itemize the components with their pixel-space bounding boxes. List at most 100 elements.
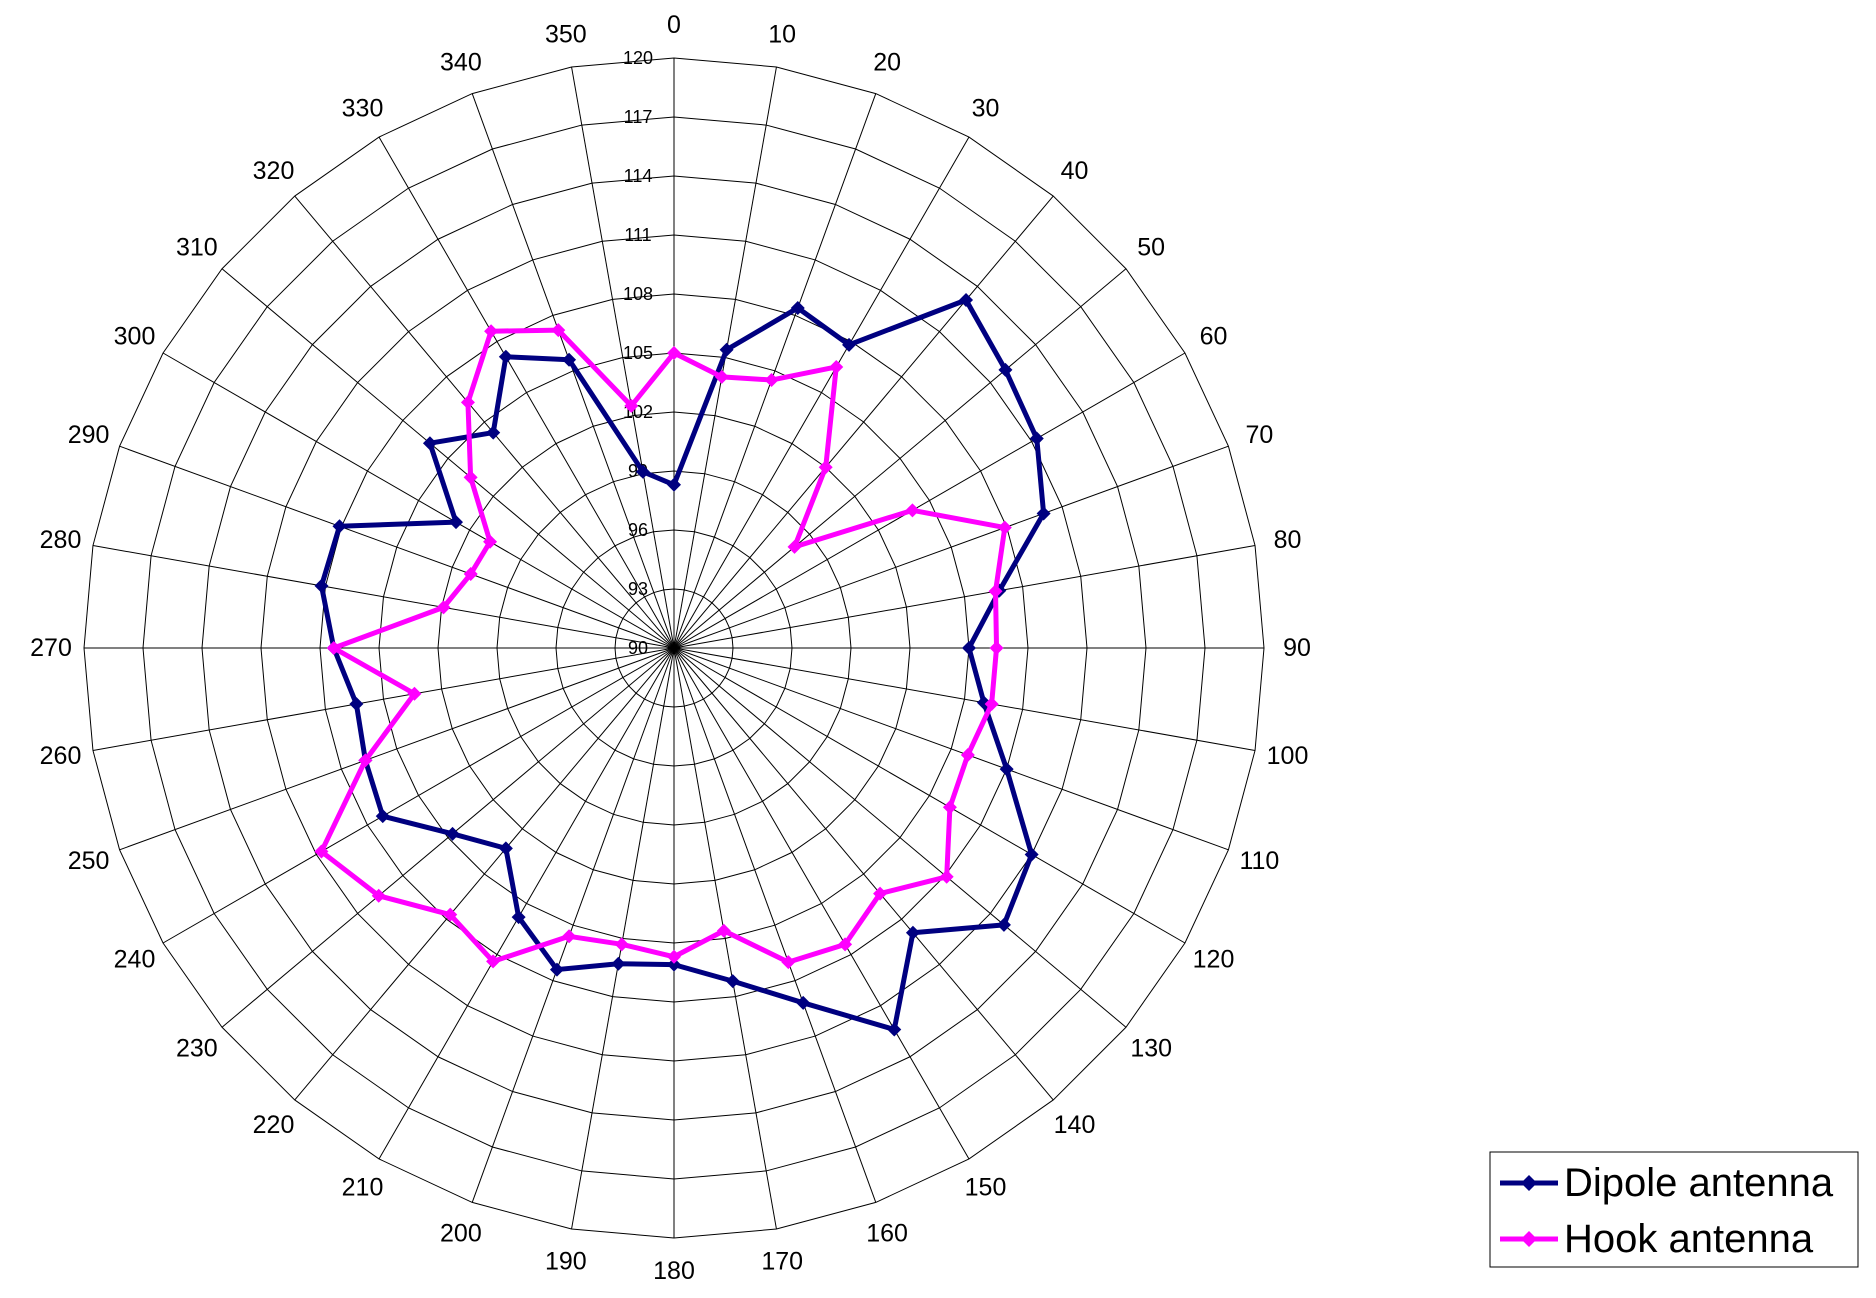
data-point [358, 753, 373, 768]
angle-label-150: 150 [965, 1174, 1007, 1202]
data-point [998, 362, 1013, 377]
data-point [959, 292, 974, 307]
data-point [463, 470, 478, 485]
grid-spoke-260 [92, 647, 675, 751]
grid-spoke-310 [221, 268, 675, 649]
data-point [667, 346, 681, 360]
angle-label-180: 180 [653, 1257, 695, 1285]
data-point [443, 907, 458, 922]
angle-label-260: 260 [40, 742, 82, 770]
data-point [511, 910, 526, 925]
data-point [436, 600, 451, 615]
grid-spoke-30 [673, 136, 970, 649]
data-point [448, 515, 463, 530]
series-layer [314, 292, 1051, 1037]
angle-label-210: 210 [342, 1174, 384, 1202]
radial-tick-label-93: 93 [628, 579, 648, 599]
angle-label-290: 290 [68, 421, 110, 449]
data-point [960, 747, 975, 762]
data-point [716, 923, 731, 938]
angle-label-280: 280 [40, 526, 82, 554]
grid-spoke-160 [673, 647, 877, 1203]
data-point [326, 641, 341, 655]
angle-label-120: 120 [1193, 946, 1235, 974]
data-point [764, 373, 779, 388]
angle-label-130: 130 [1130, 1035, 1172, 1063]
data-point [787, 539, 802, 554]
radar-grid [83, 57, 1265, 1239]
grid-spoke-320 [294, 195, 675, 649]
angle-label-300: 300 [114, 323, 156, 351]
legend-label: Hook antenna [1564, 1217, 1814, 1261]
grid-spoke-210 [378, 647, 675, 1160]
grid-spoke-170 [673, 647, 777, 1230]
data-point [314, 844, 329, 859]
data-point [905, 503, 920, 518]
data-point [463, 567, 478, 582]
angle-label-160: 160 [866, 1219, 908, 1247]
grid-spoke-340 [471, 93, 675, 649]
data-point [818, 460, 833, 475]
data-point [1036, 506, 1051, 521]
radial-tick-label-96: 96 [628, 520, 648, 540]
grid-spoke-240 [162, 647, 675, 944]
radial-tick-label-108: 108 [623, 284, 653, 304]
data-point [719, 342, 734, 357]
grid-spoke-130 [673, 647, 1127, 1028]
legend-label: Dipole antenna [1564, 1161, 1834, 1205]
data-point [905, 925, 920, 940]
angle-label-80: 80 [1274, 526, 1302, 554]
data-point [829, 359, 844, 374]
data-point [667, 957, 681, 972]
grid-spoke-60 [673, 352, 1186, 649]
angle-label-60: 60 [1200, 323, 1228, 351]
data-point [635, 464, 650, 479]
data-point [1024, 847, 1039, 862]
grid-spoke-100 [673, 647, 1256, 751]
data-point [988, 584, 1003, 599]
angle-label-340: 340 [440, 49, 482, 77]
data-point [667, 949, 681, 964]
grid-spoke-150 [673, 647, 970, 1160]
data-point [725, 974, 740, 989]
angle-label-0: 0 [667, 11, 681, 39]
data-point [551, 323, 566, 338]
grid-spoke-110 [673, 647, 1229, 851]
series-hook-antenna [314, 323, 1012, 970]
angle-label-320: 320 [253, 157, 295, 185]
grid-spoke-300 [162, 352, 675, 649]
angle-label-190: 190 [545, 1248, 587, 1276]
grid-spoke-50 [673, 268, 1127, 649]
legend-marker [1521, 1175, 1537, 1191]
grid-spoke-330 [378, 136, 675, 649]
grid-spoke-200 [471, 647, 675, 1203]
data-point [562, 929, 577, 944]
angle-label-200: 200 [440, 1219, 482, 1247]
angle-label-230: 230 [176, 1035, 218, 1063]
angle-label-270: 270 [30, 634, 72, 662]
angle-label-140: 140 [1054, 1111, 1096, 1139]
grid-spoke-70 [673, 445, 1229, 649]
data-point [614, 937, 629, 952]
data-point [498, 349, 513, 364]
data-point [371, 888, 386, 903]
data-point [873, 886, 888, 901]
data-point [407, 686, 422, 701]
data-point [790, 300, 805, 315]
grid-spoke-140 [673, 647, 1054, 1101]
data-point [781, 955, 796, 970]
data-point [796, 995, 811, 1010]
grid-spoke-20 [673, 93, 877, 649]
angle-label-250: 250 [68, 847, 110, 875]
angle-labels: 0 10 20 30 40 50 60 70 80 90 100 110 120 130 140 150 160… [30, 11, 1311, 1285]
data-point [349, 697, 364, 712]
angle-label-220: 220 [253, 1111, 295, 1139]
data-point [842, 337, 857, 352]
data-point [549, 962, 564, 977]
grid-spoke-230 [221, 647, 675, 1028]
angle-label-50: 50 [1137, 234, 1165, 262]
data-point [942, 800, 957, 815]
data-point [1029, 431, 1044, 446]
